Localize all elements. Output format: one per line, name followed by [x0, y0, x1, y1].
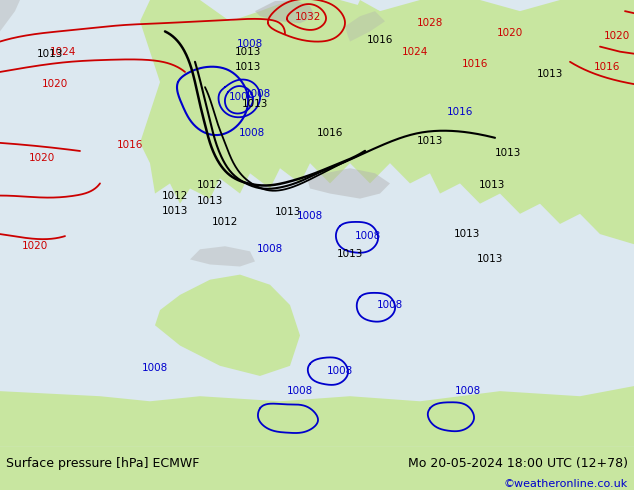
Polygon shape	[155, 274, 300, 376]
Text: 1013: 1013	[235, 47, 261, 57]
Polygon shape	[308, 168, 390, 198]
Text: 1013: 1013	[454, 229, 480, 239]
Text: 1016: 1016	[317, 128, 343, 138]
Text: 1008: 1008	[237, 39, 263, 49]
Text: 1008: 1008	[257, 245, 283, 254]
Text: 1016: 1016	[117, 140, 143, 150]
Text: 1013: 1013	[197, 196, 223, 206]
Text: 1013: 1013	[537, 69, 563, 79]
Polygon shape	[195, 77, 220, 128]
Text: 1016: 1016	[447, 107, 473, 118]
Text: 1008: 1008	[287, 386, 313, 396]
Text: 1020: 1020	[497, 28, 523, 38]
Text: 1024: 1024	[402, 47, 428, 57]
Polygon shape	[140, 0, 634, 244]
Text: 1016: 1016	[367, 34, 393, 45]
Text: 1013: 1013	[477, 254, 503, 265]
Text: 1012: 1012	[162, 191, 188, 200]
Text: 1008: 1008	[239, 128, 265, 138]
Text: 1013: 1013	[235, 62, 261, 72]
Polygon shape	[190, 246, 255, 267]
Text: 1013: 1013	[337, 249, 363, 259]
Text: 1013: 1013	[162, 206, 188, 216]
Text: 1013: 1013	[495, 148, 521, 158]
Text: 1012: 1012	[197, 180, 223, 191]
Text: 1016: 1016	[462, 59, 488, 69]
Text: 1020: 1020	[29, 153, 55, 163]
Text: 1020: 1020	[604, 31, 630, 42]
Text: 1032: 1032	[295, 12, 321, 22]
Text: 1020: 1020	[42, 79, 68, 89]
Text: Mo 20-05-2024 18:00 UTC (12+78): Mo 20-05-2024 18:00 UTC (12+78)	[408, 457, 628, 470]
Text: 1028: 1028	[417, 18, 443, 28]
Text: 1008: 1008	[377, 300, 403, 310]
Polygon shape	[350, 0, 430, 82]
Text: 1013: 1013	[275, 207, 301, 217]
Polygon shape	[0, 386, 634, 447]
Text: 1008: 1008	[297, 211, 323, 221]
Text: 1016: 1016	[594, 62, 620, 72]
Text: ©weatheronline.co.uk: ©weatheronline.co.uk	[503, 479, 628, 489]
Text: 1013: 1013	[242, 99, 268, 109]
Polygon shape	[345, 11, 385, 42]
Text: 1013: 1013	[479, 180, 505, 191]
Text: 1004: 1004	[229, 92, 255, 102]
Text: 1020: 1020	[22, 241, 48, 251]
Text: 1008: 1008	[455, 386, 481, 396]
Text: 1013: 1013	[417, 136, 443, 146]
Polygon shape	[255, 0, 315, 24]
Text: 1008: 1008	[327, 366, 353, 376]
Polygon shape	[178, 92, 192, 113]
Polygon shape	[0, 0, 20, 31]
Text: 1013: 1013	[37, 49, 63, 59]
Text: 1024: 1024	[50, 47, 76, 57]
Text: 1012: 1012	[212, 217, 238, 227]
Text: 1008: 1008	[245, 89, 271, 99]
Text: 1008: 1008	[355, 231, 381, 241]
Text: Surface pressure [hPa] ECMWF: Surface pressure [hPa] ECMWF	[6, 457, 200, 470]
Text: 1008: 1008	[142, 363, 168, 373]
